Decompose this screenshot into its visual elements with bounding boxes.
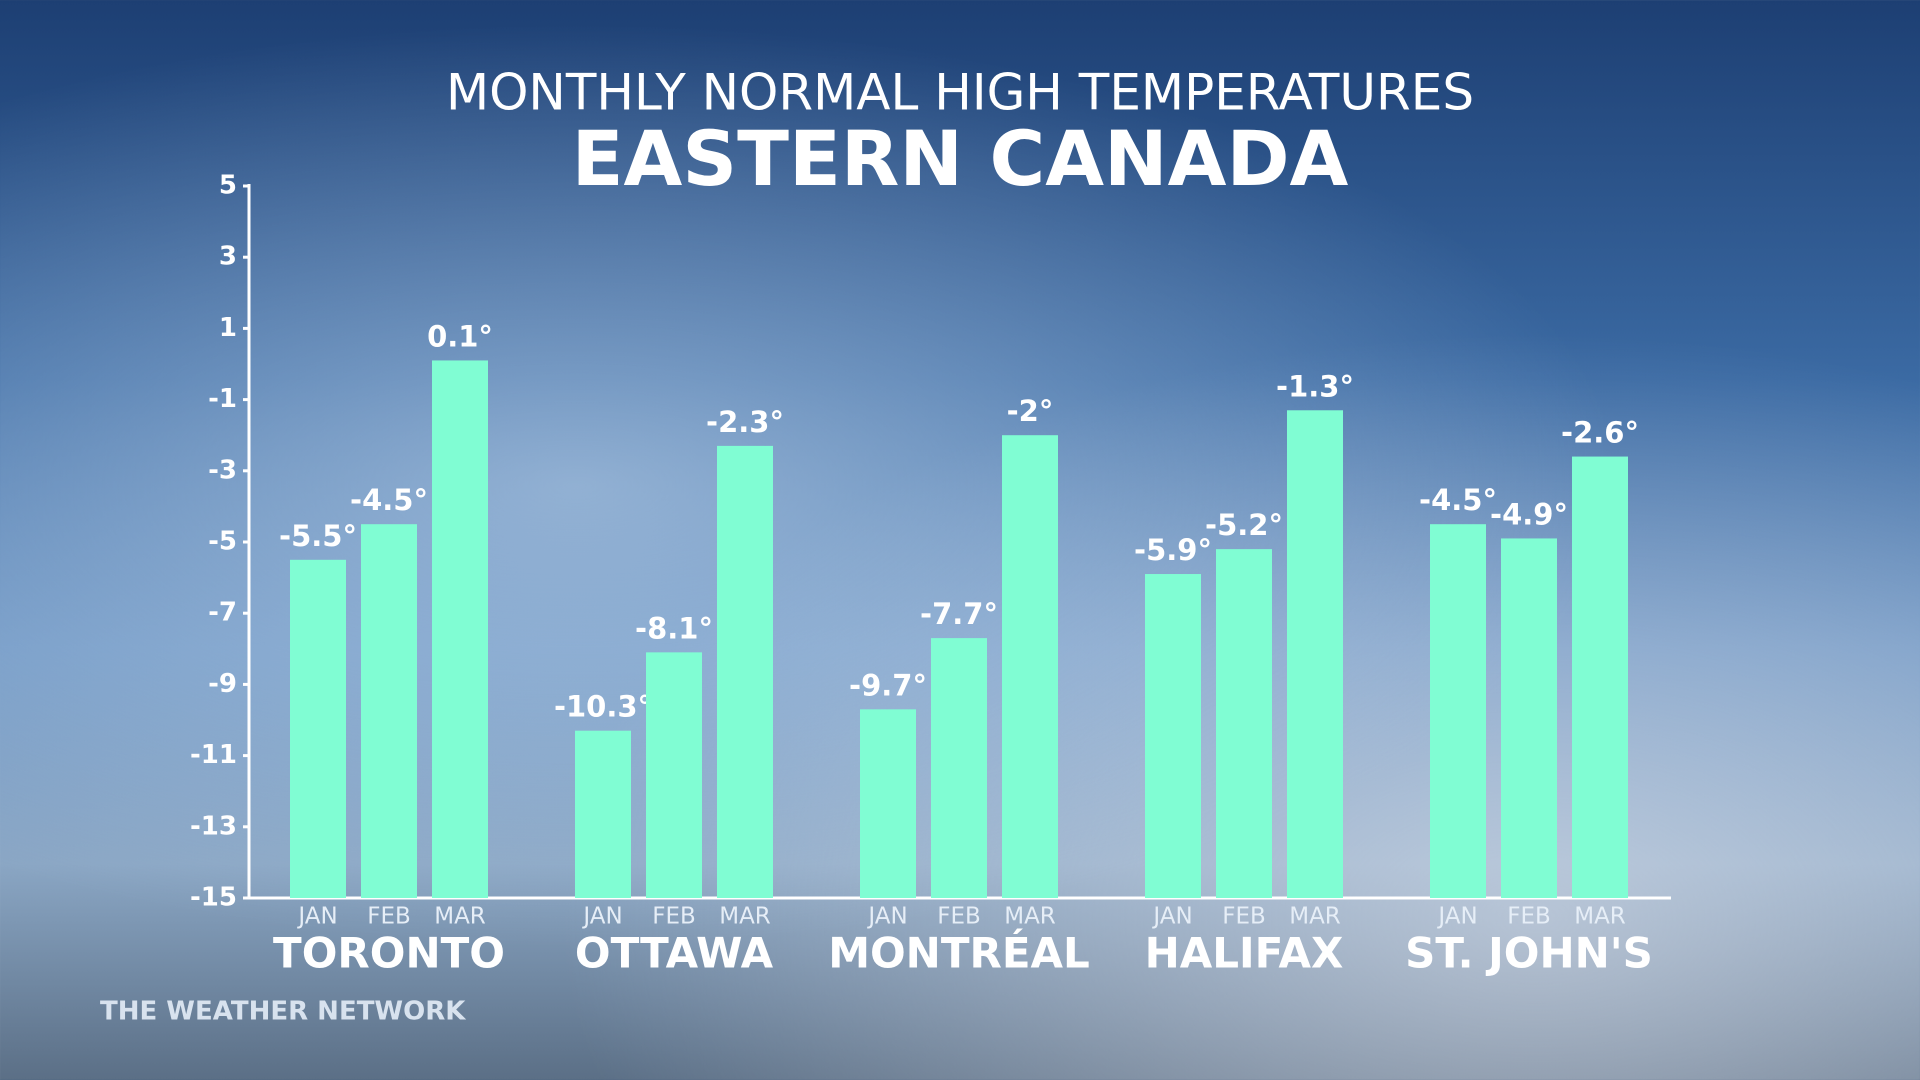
y-tick-label: -5 [208, 527, 237, 557]
value-label: -4.9° [1490, 497, 1568, 531]
series-label: JAN [1436, 904, 1477, 930]
value-label: -4.5° [1419, 483, 1497, 517]
x-tick-label: MONTRÉAL [828, 928, 1090, 978]
y-tick-label: -1 [208, 384, 237, 414]
series-label: FEB [367, 904, 411, 930]
bar [717, 445, 773, 898]
series-label: MAR [1574, 904, 1626, 930]
series-label: MAR [1004, 904, 1056, 930]
bar [931, 638, 987, 898]
y-tick-label: 1 [219, 313, 237, 343]
value-label: -5.5° [279, 519, 357, 553]
value-label: -2° [1007, 394, 1054, 428]
bar [1572, 456, 1628, 898]
bar [860, 709, 916, 898]
value-label: -1.3° [1276, 369, 1354, 403]
bar [1002, 435, 1058, 898]
value-label: -5.2° [1205, 508, 1283, 542]
series-label: JAN [581, 904, 622, 930]
source: THE WEATHER NETWORK [100, 997, 466, 1027]
series-label: JAN [1151, 904, 1192, 930]
value-label: -2.3° [706, 405, 784, 439]
series-label: MAR [719, 904, 771, 930]
series-label: JAN [866, 904, 907, 930]
y-tick-label: -9 [208, 669, 237, 699]
y-tick-label: -13 [190, 811, 237, 841]
bar [361, 524, 417, 898]
chart-title: MONTHLY NORMAL HIGH TEMPERATURES [446, 64, 1474, 122]
series-label: FEB [652, 904, 696, 930]
series-label: FEB [1222, 904, 1266, 930]
series-label: FEB [937, 904, 981, 930]
value-label: -4.5° [350, 483, 428, 517]
bar [432, 360, 488, 898]
series-label: FEB [1507, 904, 1551, 930]
series-label: JAN [296, 904, 337, 930]
chart-subtitle: EASTERN CANADA [572, 114, 1349, 203]
y-tick-label: -15 [190, 883, 237, 913]
series-label: MAR [1289, 904, 1341, 930]
value-label: 0.1° [427, 319, 493, 353]
value-label: -9.7° [849, 668, 927, 702]
bar [1145, 574, 1201, 898]
bar [1501, 538, 1557, 898]
y-tick-label: -3 [208, 455, 237, 485]
x-tick-label: TORONTO [273, 929, 505, 978]
bar [1287, 410, 1343, 898]
bar [1216, 549, 1272, 898]
value-label: -5.9° [1134, 533, 1212, 567]
value-label: -8.1° [635, 611, 713, 645]
bar [646, 652, 702, 898]
bar [1430, 524, 1486, 898]
value-label: -10.3° [554, 690, 652, 724]
y-tick-label: -11 [190, 740, 237, 770]
bar [290, 559, 346, 898]
y-tick-label: 3 [219, 242, 237, 272]
y-tick-label: 5 [219, 171, 237, 201]
series-label: MAR [434, 904, 486, 930]
value-label: -7.7° [920, 597, 998, 631]
y-tick-label: -7 [208, 598, 237, 628]
x-tick-label: HALIFAX [1145, 929, 1344, 978]
x-tick-label: ST. JOHN'S [1405, 929, 1653, 978]
x-tick-label: OTTAWA [575, 929, 774, 978]
bar [575, 730, 631, 898]
value-label: -2.6° [1561, 416, 1639, 450]
